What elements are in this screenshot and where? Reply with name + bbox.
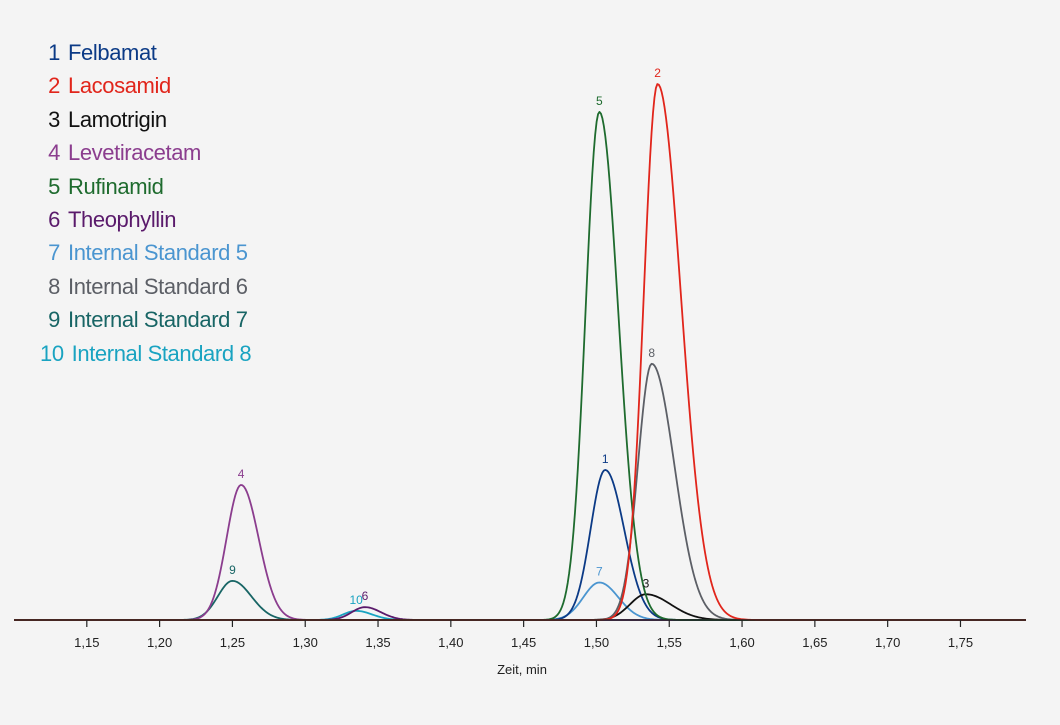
x-tick-label: 1,45 [511,635,536,650]
x-tick-label: 1,55 [657,635,682,650]
x-tick-label: 1,20 [147,635,172,650]
x-tick-label: 1,30 [293,635,318,650]
x-tick-label: 1,65 [802,635,827,650]
legend-name: Theophyllin [68,207,177,233]
legend-item: 6 Theophyllin [40,203,251,236]
legend-number: 8 [48,273,60,299]
legend-item: 3 Lamotrigin [40,103,251,136]
peak-label-7: 7 [596,564,603,578]
x-tick-label: 1,25 [220,635,245,650]
series-line-1 [14,469,1026,621]
legend-number: 2 [48,73,60,99]
legend-number: 5 [48,173,60,199]
legend-name: Lamotrigin [68,106,167,132]
legend-number: 1 [48,40,60,65]
legend-name: Internal Standard 5 [68,240,248,266]
legend-item: 5 Rufinamid [40,170,251,203]
peak-label-2: 2 [654,66,661,80]
legend-number: 9 [48,307,60,333]
legend-number: 6 [48,207,60,233]
legend-name: Rufinamid [68,173,164,199]
legend-number: 7 [48,240,60,266]
legend-item: 1 Felbamat [40,36,251,69]
x-tick-label: 1,15 [74,635,99,650]
legend-item: 9 Internal Standard 7 [40,303,251,336]
legend-name: Felbamat [68,40,157,65]
series-line-4 [14,484,1026,621]
x-tick-label: 1,75 [948,635,973,650]
series-line-9 [14,579,1026,621]
legend-name: Lacosamid [68,73,171,99]
peak-label-5: 5 [596,94,603,108]
series-line-8 [14,362,1026,621]
series-line-6 [14,606,1026,621]
peak-label-3: 3 [643,576,650,590]
peak-label-6: 6 [362,589,369,603]
legend-name: Internal Standard 7 [68,307,248,333]
series-line-10 [14,609,1026,621]
peak-label-4: 4 [238,467,245,481]
series-line-7 [14,581,1026,621]
peak-label-10: 10 [350,593,364,607]
peak-labels: 9 10 7 6 4 1 3 8 5 2 [229,66,661,607]
legend-name: Levetiracetam [68,140,201,166]
x-tick-label: 1,40 [438,635,463,650]
legend-item: 4 Levetiracetam [40,136,251,169]
legend-item: 10 Internal Standard 8 [40,337,252,370]
x-tick-label: 1,35 [365,635,390,650]
x-tick-label: 1,50 [584,635,609,650]
x-axis-label: Zeit, min [497,662,547,677]
legend-number: 10 [40,340,64,366]
legend: 1 Felbamat 2 Lacosamid 3 Lamotrigin 4 Levetirac… [40,36,252,370]
legend-name: Internal Standard 6 [68,273,248,299]
x-tick-label: 1,70 [875,635,900,650]
peak-label-8: 8 [648,346,655,360]
peak-label-9: 9 [229,563,236,577]
series-line-3 [14,593,1026,621]
x-tick-label: 1,60 [729,635,754,650]
legend-number: 3 [48,106,60,132]
legend-number: 4 [48,140,60,166]
legend-item: 2 Lacosamid [40,69,251,102]
x-axis-ticks: 1,15 1,20 1,25 1,30 1,35 1,40 1,45 1,50 1,55 1,60… [74,620,973,650]
legend-name: Internal Standard 8 [71,340,252,366]
legend-item: 8 Internal Standard 6 [40,270,251,303]
peak-label-1: 1 [602,452,609,466]
legend-item: 7 Internal Standard 5 [40,236,251,269]
